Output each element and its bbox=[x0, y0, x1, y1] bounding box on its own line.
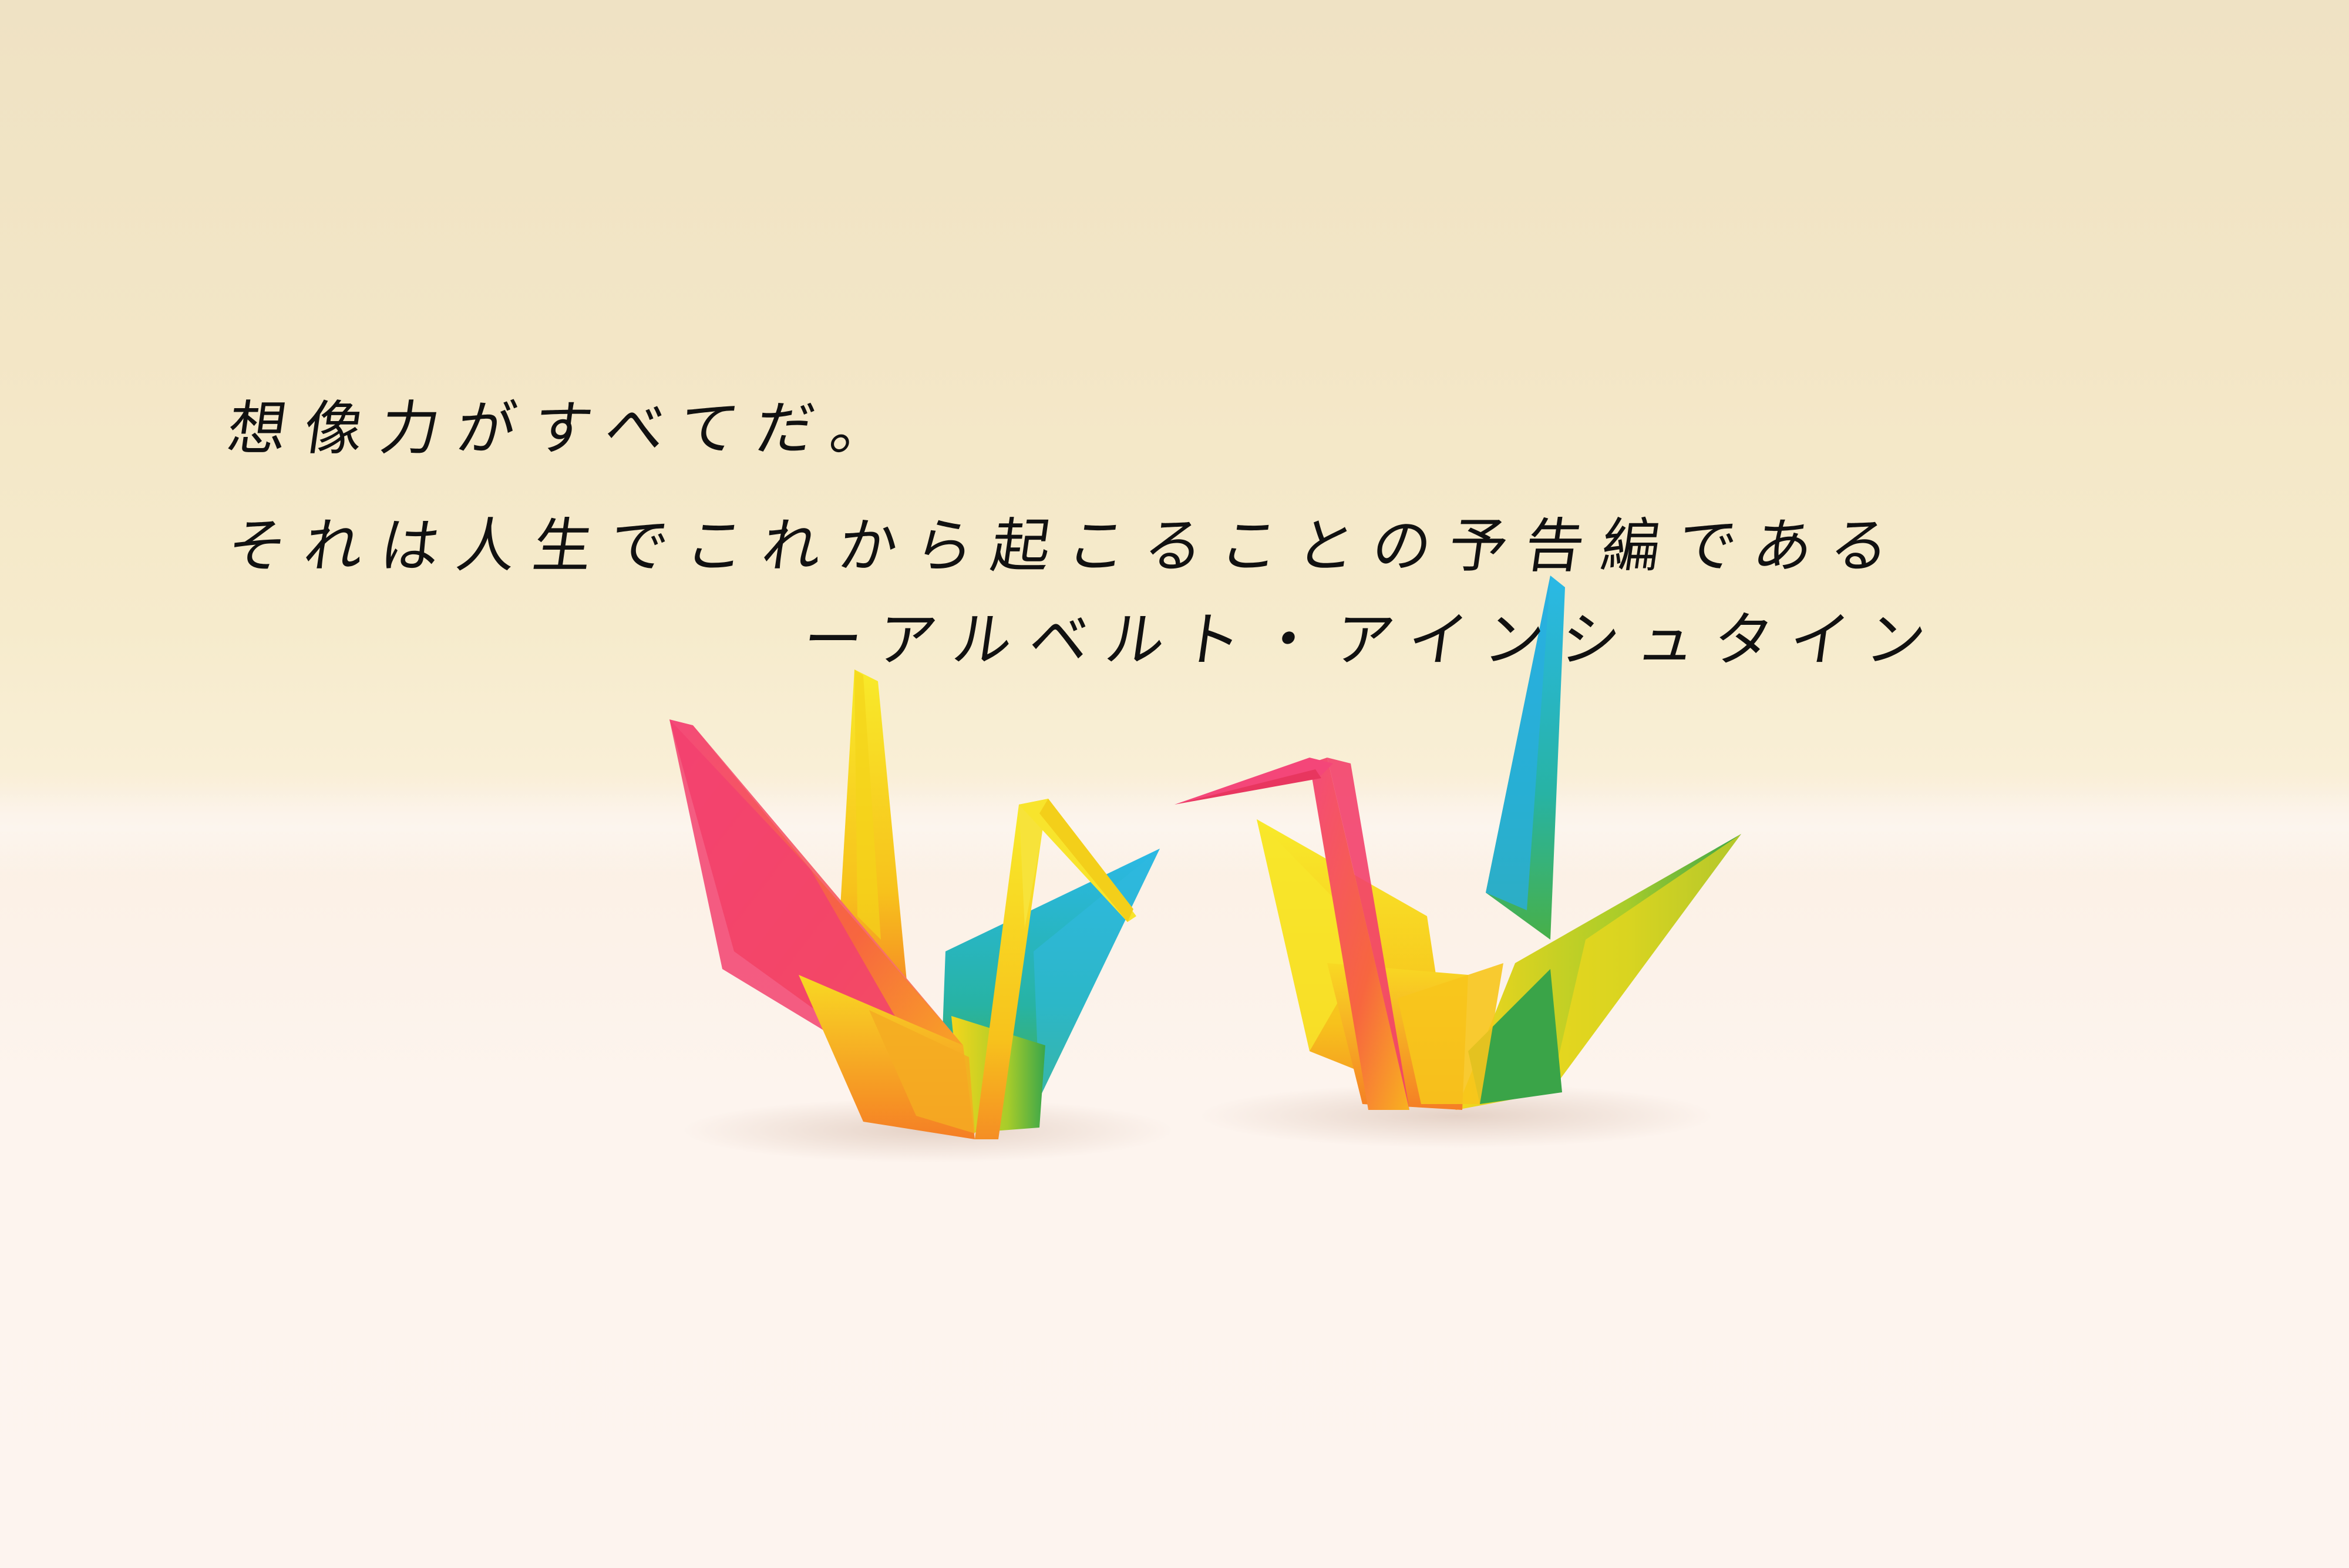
quote-line-2: それは人生でこれから起こることの予告編である bbox=[223, 512, 1911, 580]
origami-crane-right bbox=[1174, 576, 1741, 1148]
table-edge bbox=[0, 781, 2349, 875]
origami-crane-left bbox=[669, 669, 1174, 1163]
quote-attribution: ーアルベルト・アインシュタイン bbox=[799, 605, 1948, 674]
quote-line-1: 想像力がすべてだ。 bbox=[223, 394, 912, 463]
